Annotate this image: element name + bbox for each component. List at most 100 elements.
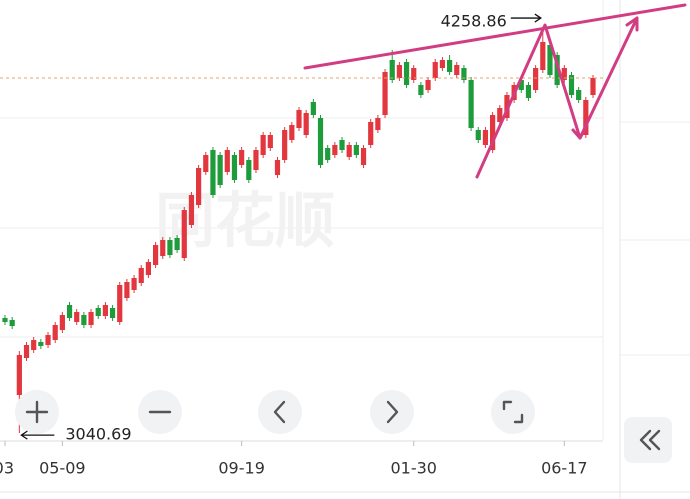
candle-body xyxy=(81,315,87,325)
candle-body xyxy=(95,308,101,316)
candle-body xyxy=(346,145,352,157)
min-arrow-head xyxy=(20,430,28,440)
collapse-button[interactable] xyxy=(624,417,672,463)
candle-body xyxy=(561,68,567,80)
candle-body xyxy=(382,72,388,115)
candle-body xyxy=(66,305,73,318)
arrow-head xyxy=(571,125,588,140)
candle-body xyxy=(160,240,166,256)
candle-body xyxy=(239,150,245,165)
plot xyxy=(0,27,603,434)
candle-body xyxy=(88,312,94,325)
candle-body xyxy=(274,160,281,175)
candle-body xyxy=(360,148,367,165)
trend-line xyxy=(475,16,639,179)
candle-body xyxy=(217,155,223,185)
candle-body xyxy=(468,80,474,128)
candle-body xyxy=(23,345,30,358)
candle-body xyxy=(389,60,395,80)
candle-body xyxy=(439,60,446,68)
candle-body xyxy=(411,68,417,80)
x-tick-label: 06-17 xyxy=(541,459,588,478)
candle-body xyxy=(454,65,460,75)
max-arrow-head xyxy=(534,13,542,23)
candle-body xyxy=(482,130,489,145)
drawings xyxy=(303,3,687,179)
candle-body xyxy=(418,85,424,95)
candle-body xyxy=(117,285,123,322)
candle-body xyxy=(353,145,359,155)
candle-body xyxy=(231,155,238,180)
candle-body xyxy=(533,68,539,90)
candle-body xyxy=(31,340,37,350)
trend-line xyxy=(303,3,687,70)
candle-body xyxy=(303,113,309,135)
candle-body xyxy=(52,325,58,340)
candle-body xyxy=(461,68,467,80)
candle-body xyxy=(138,268,144,283)
candle-body xyxy=(203,155,209,172)
candle-body xyxy=(425,80,431,90)
candle-body xyxy=(267,135,273,148)
candle-body xyxy=(396,65,402,78)
candle-body xyxy=(325,148,331,160)
candle-body xyxy=(282,130,288,160)
candle-body xyxy=(518,80,524,90)
candle-body xyxy=(167,240,173,255)
x-tick-label: 01-30 xyxy=(390,459,437,478)
candle-body xyxy=(109,308,116,318)
x-tick-label: 09-19 xyxy=(218,459,265,478)
max-label: 4258.86 xyxy=(441,12,507,31)
candle-body xyxy=(246,160,252,180)
candle-body xyxy=(583,100,589,135)
candle-body xyxy=(145,262,152,275)
candle-body xyxy=(490,115,496,150)
candle-body xyxy=(310,102,316,115)
candle-body xyxy=(590,78,596,95)
candle-body xyxy=(2,318,8,322)
candle-body xyxy=(59,315,65,330)
candle-body xyxy=(196,168,202,205)
zoom-in-button[interactable] xyxy=(15,390,59,434)
candle-body xyxy=(525,85,532,98)
candle-body xyxy=(102,305,108,316)
candle-body xyxy=(339,140,345,150)
left-button[interactable] xyxy=(258,390,302,434)
candle-body xyxy=(317,118,324,165)
candle-body xyxy=(45,335,51,345)
controls xyxy=(15,390,672,463)
candle-body xyxy=(403,62,410,85)
candle-body xyxy=(332,145,338,155)
candle-body xyxy=(188,195,195,225)
candle-body xyxy=(432,62,438,78)
candle-body xyxy=(547,45,553,75)
candle-body xyxy=(152,245,159,265)
zoom-out-button[interactable] xyxy=(138,390,182,434)
candle-body xyxy=(375,118,381,130)
min-label: 3040.69 xyxy=(65,425,131,444)
x-tick-label: 05-09 xyxy=(39,459,86,478)
candle-body xyxy=(131,278,137,290)
candle-body xyxy=(296,110,302,128)
candle-body xyxy=(16,355,22,395)
candle-body xyxy=(260,135,266,155)
candle-body xyxy=(38,342,44,346)
candle-body xyxy=(540,42,546,70)
right-button[interactable] xyxy=(370,390,414,434)
candle-body xyxy=(497,108,503,122)
candle-body xyxy=(368,122,374,145)
candle-body xyxy=(446,60,453,72)
candle-body xyxy=(210,150,216,195)
candle-body xyxy=(224,150,230,172)
arrow-head xyxy=(625,16,639,32)
candle-body xyxy=(289,125,295,140)
candle-body xyxy=(253,150,259,170)
candle-body xyxy=(475,130,481,140)
candle-body xyxy=(554,55,560,85)
fullscreen-button[interactable] xyxy=(491,390,535,434)
candle-body xyxy=(576,90,582,100)
candle-body xyxy=(9,320,15,326)
candle-body xyxy=(124,282,130,298)
